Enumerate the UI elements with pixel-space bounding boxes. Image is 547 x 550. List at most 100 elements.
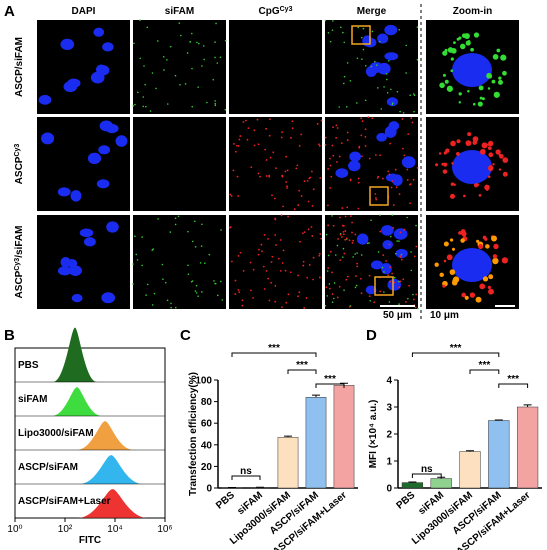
dot (364, 99, 367, 102)
dot (482, 276, 489, 282)
dot (394, 168, 397, 171)
dot (329, 164, 332, 167)
dot (387, 170, 390, 173)
dot (279, 239, 282, 241)
dot (281, 131, 284, 134)
dot (348, 239, 351, 242)
dot (346, 139, 349, 141)
dot (360, 254, 363, 256)
dot (375, 64, 378, 66)
dot (213, 280, 215, 282)
dot (201, 65, 203, 67)
dot (388, 243, 391, 246)
dot (236, 175, 239, 178)
bracket (469, 369, 500, 374)
dot (328, 287, 331, 290)
dot (263, 288, 266, 290)
dot (324, 19, 327, 22)
dot (354, 286, 357, 289)
dot (287, 293, 290, 296)
dot (361, 58, 363, 60)
dot (392, 226, 395, 229)
dot (364, 128, 367, 131)
column-header-base: DAPI (72, 6, 96, 17)
nucleus (41, 132, 55, 145)
dot (281, 262, 284, 264)
dot (318, 143, 320, 146)
nucleus (57, 266, 72, 276)
dot (265, 175, 268, 177)
dot (412, 298, 415, 301)
image-bg (133, 20, 226, 114)
dot (293, 208, 296, 211)
dot (495, 149, 501, 155)
dot (324, 305, 327, 307)
dot (139, 19, 141, 21)
panel-letter: C (180, 327, 191, 344)
dot (391, 214, 394, 216)
dot (477, 101, 483, 107)
dot (405, 300, 407, 303)
dot (488, 274, 494, 280)
nucleus (365, 285, 377, 295)
dot (458, 36, 462, 40)
dot (318, 252, 321, 255)
dot (379, 230, 382, 233)
dot (497, 79, 503, 85)
dot (232, 169, 235, 172)
dot (241, 304, 244, 307)
dot (399, 231, 402, 234)
dot (342, 247, 345, 250)
dot (346, 131, 349, 134)
dot (327, 224, 330, 227)
dot (297, 204, 300, 207)
x-tick-label: 10⁰ (7, 524, 22, 535)
nucleus (386, 97, 398, 107)
dot (413, 110, 415, 113)
micrograph (324, 19, 419, 114)
dot (449, 193, 456, 199)
dot (360, 134, 363, 137)
dot (214, 104, 217, 107)
dot (249, 261, 252, 264)
dot (137, 91, 139, 94)
dot (368, 274, 371, 277)
dot (407, 133, 410, 136)
panel-letter: A (4, 3, 15, 20)
dot (443, 259, 447, 263)
dot (316, 122, 319, 125)
column-header-base: CpG (259, 6, 280, 17)
dot (380, 108, 383, 110)
column-header-sup: Cy3 (280, 6, 293, 13)
dot (492, 257, 499, 265)
dot (230, 260, 233, 263)
image-bg (229, 117, 322, 211)
dot (298, 189, 301, 192)
dot (493, 91, 500, 98)
dot (165, 281, 167, 284)
dot (257, 143, 260, 146)
row-label: PBS (18, 360, 39, 371)
dot (350, 215, 352, 217)
dot (273, 197, 276, 200)
dot (356, 265, 359, 268)
y-tick-label: 0 (206, 484, 212, 495)
nucleus (401, 156, 416, 169)
bracket (411, 352, 500, 357)
dot (500, 54, 507, 61)
dot (274, 300, 277, 303)
micrograph (229, 117, 323, 211)
significance: *** (296, 360, 308, 371)
micrograph (37, 117, 130, 211)
row-label-base: ASCP (14, 270, 25, 298)
dot (364, 135, 367, 138)
nucleus (385, 173, 399, 182)
nucleus (68, 265, 82, 276)
nucleus (115, 135, 128, 147)
dot (333, 297, 335, 300)
row-label-tail: /siFAM (14, 226, 25, 258)
dot (398, 193, 401, 196)
dot (339, 233, 342, 236)
dot (374, 60, 376, 63)
dot (265, 159, 268, 161)
